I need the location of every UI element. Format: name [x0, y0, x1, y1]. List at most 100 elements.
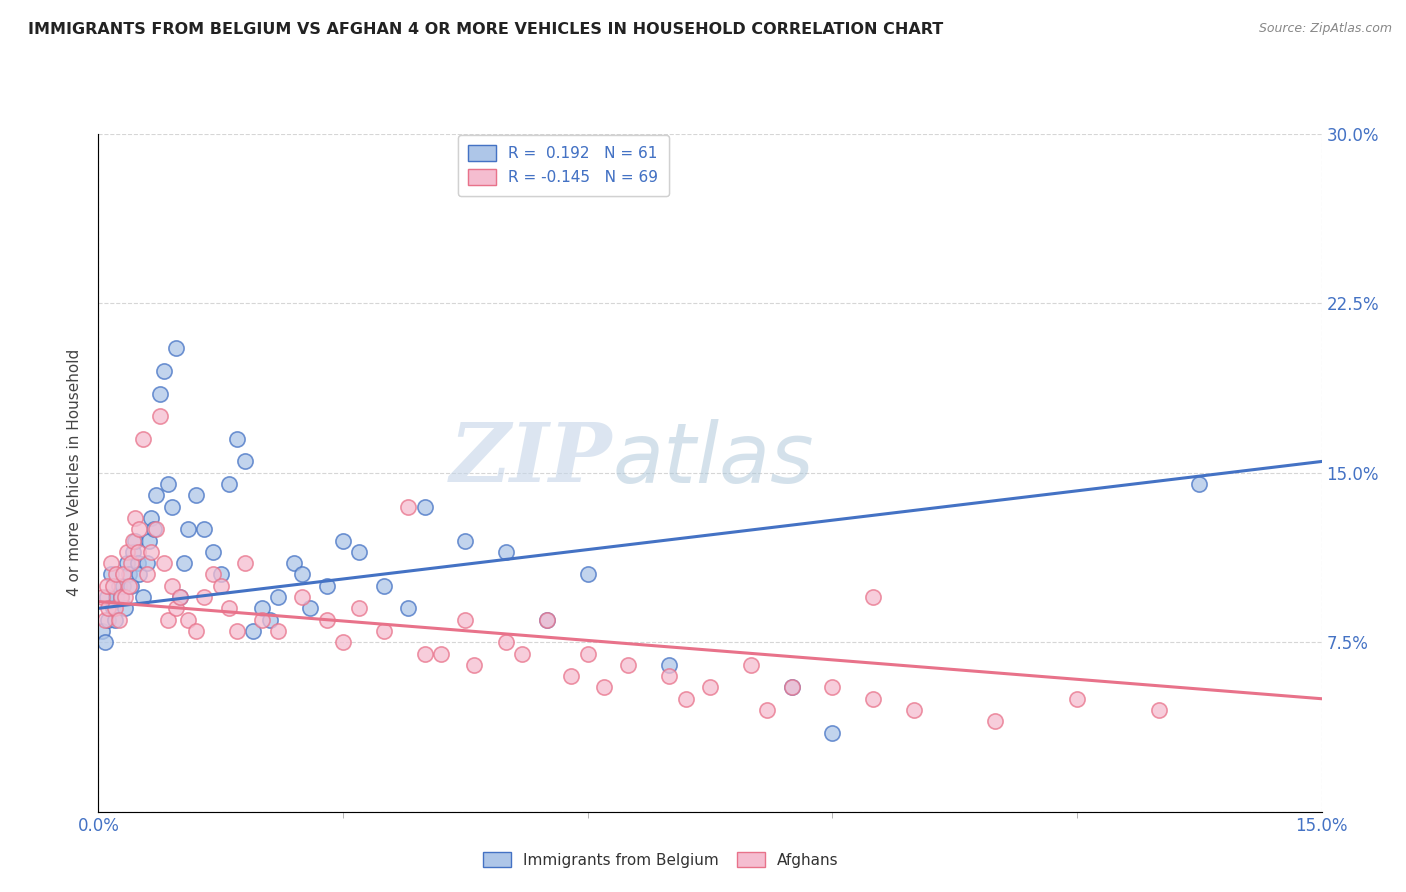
- Point: [186, 624, 208, 638]
- Point: [349, 601, 371, 615]
- Point: [201, 545, 224, 559]
- Point: [97, 601, 120, 615]
- Point: [512, 647, 534, 661]
- Text: IMMIGRANTS FROM BELGIUM VS AFGHAN 4 OR MORE VEHICLES IN HOUSEHOLD CORRELATION CH: IMMIGRANTS FROM BELGIUM VS AFGHAN 4 OR M…: [28, 22, 943, 37]
- Point: [495, 635, 517, 649]
- Point: [454, 533, 477, 548]
- Point: [142, 522, 165, 536]
- Point: [101, 601, 124, 615]
- Point: [454, 613, 477, 627]
- Point: [617, 657, 640, 672]
- Point: [127, 545, 149, 559]
- Point: [984, 714, 1007, 729]
- Point: [105, 590, 128, 604]
- Point: [94, 635, 117, 649]
- Point: [1147, 703, 1170, 717]
- Point: [145, 522, 167, 536]
- Point: [299, 601, 322, 615]
- Point: [108, 613, 131, 627]
- Point: [141, 545, 163, 559]
- Point: [193, 590, 215, 604]
- Point: [96, 579, 118, 593]
- Point: [152, 364, 174, 378]
- Point: [186, 488, 208, 502]
- Text: atlas: atlas: [612, 418, 814, 500]
- Point: [193, 522, 215, 536]
- Point: [177, 613, 200, 627]
- Point: [413, 647, 436, 661]
- Point: [315, 613, 337, 627]
- Point: [169, 590, 191, 604]
- Point: [233, 556, 256, 570]
- Point: [780, 681, 803, 695]
- Point: [132, 432, 155, 446]
- Point: [121, 533, 143, 548]
- Point: [242, 624, 264, 638]
- Point: [97, 613, 120, 627]
- Point: [413, 500, 436, 514]
- Y-axis label: 4 or more Vehicles in Household: 4 or more Vehicles in Household: [67, 349, 83, 597]
- Point: [780, 681, 803, 695]
- Point: [120, 556, 142, 570]
- Point: [291, 590, 314, 604]
- Point: [128, 567, 150, 582]
- Point: [118, 579, 141, 593]
- Point: [315, 579, 337, 593]
- Point: [430, 647, 453, 661]
- Point: [291, 567, 314, 582]
- Point: [165, 601, 187, 615]
- Point: [141, 511, 163, 525]
- Point: [128, 522, 150, 536]
- Point: [124, 533, 146, 548]
- Point: [373, 624, 395, 638]
- Point: [136, 556, 159, 570]
- Point: [115, 556, 138, 570]
- Point: [114, 590, 136, 604]
- Point: [104, 613, 127, 627]
- Point: [756, 703, 779, 717]
- Point: [1066, 691, 1088, 706]
- Point: [658, 657, 681, 672]
- Point: [110, 590, 132, 604]
- Point: [165, 342, 187, 356]
- Point: [136, 567, 159, 582]
- Point: [138, 533, 160, 548]
- Point: [675, 691, 697, 706]
- Point: [100, 556, 122, 570]
- Point: [699, 681, 721, 695]
- Point: [536, 613, 558, 627]
- Point: [463, 657, 485, 672]
- Point: [373, 579, 395, 593]
- Point: [332, 533, 354, 548]
- Point: [115, 545, 138, 559]
- Point: [250, 601, 273, 615]
- Point: [91, 624, 114, 638]
- Point: [110, 590, 132, 604]
- Point: [218, 477, 240, 491]
- Point: [862, 691, 884, 706]
- Point: [156, 477, 179, 491]
- Point: [173, 556, 195, 570]
- Point: [267, 590, 290, 604]
- Point: [177, 522, 200, 536]
- Point: [156, 613, 179, 627]
- Point: [862, 590, 884, 604]
- Point: [593, 681, 616, 695]
- Point: [111, 567, 134, 582]
- Point: [536, 613, 558, 627]
- Point: [576, 567, 599, 582]
- Point: [233, 454, 256, 468]
- Point: [576, 647, 599, 661]
- Legend: R =  0.192   N = 61, R = -0.145   N = 69: R = 0.192 N = 61, R = -0.145 N = 69: [458, 135, 669, 195]
- Point: [218, 601, 240, 615]
- Point: [108, 579, 131, 593]
- Point: [740, 657, 762, 672]
- Point: [259, 613, 281, 627]
- Point: [91, 590, 114, 604]
- Point: [821, 725, 844, 739]
- Point: [226, 624, 249, 638]
- Point: [201, 567, 224, 582]
- Point: [120, 579, 142, 593]
- Point: [114, 601, 136, 615]
- Point: [124, 511, 146, 525]
